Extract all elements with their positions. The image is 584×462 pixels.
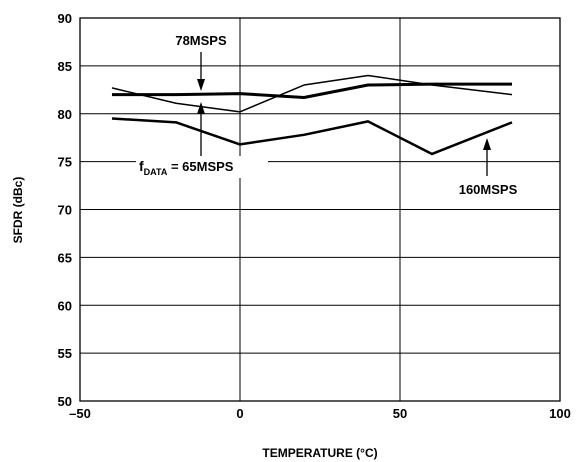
- arrow-down-icon: [197, 79, 205, 91]
- y-tick-label: 85: [58, 59, 72, 74]
- annotation-160msps: 160MSPS: [459, 138, 518, 197]
- y-tick-label: 80: [58, 107, 72, 122]
- arrow-up-icon: [197, 102, 205, 114]
- x-tick-label: 50: [393, 406, 407, 421]
- series-lines: [111, 74, 513, 156]
- y-tick-label: 70: [58, 203, 72, 218]
- series-line-65msps: [111, 74, 513, 113]
- y-tick-label: 65: [58, 250, 72, 265]
- plot-frame: [79, 17, 561, 402]
- annotation-65msps-value: = 65MSPS: [167, 159, 233, 174]
- y-axis-title: SFDR (dBc): [11, 177, 25, 244]
- annotation-65msps-f: f: [139, 158, 144, 174]
- annotation-65msps-label-bg: [136, 156, 268, 178]
- y-tick-labels: 50 55 60 65 70 75 80 85 90: [58, 11, 72, 409]
- y-tick-label: 60: [58, 298, 72, 313]
- annotation-65msps-label: fDATA = 65MSPS: [139, 158, 234, 177]
- annotation-160msps-label: 160MSPS: [459, 182, 518, 197]
- x-tick-label: 100: [549, 406, 571, 421]
- y-tick-label: 50: [58, 394, 72, 409]
- series-line-160msps: [111, 117, 513, 156]
- series-line-78msps: [112, 82, 512, 99]
- x-tick-labels: –50 0 50 100: [69, 406, 571, 421]
- arrow-up-icon: [483, 138, 491, 150]
- grid-lines: [80, 18, 560, 401]
- y-tick-label: 90: [58, 11, 72, 26]
- x-tick-label: 0: [236, 406, 243, 421]
- x-axis-title: TEMPERATURE (°C): [262, 446, 377, 460]
- y-tick-label: 55: [58, 346, 72, 361]
- y-tick-label: 75: [58, 155, 72, 170]
- annotation-78msps-label: 78MSPS: [175, 33, 227, 48]
- annotation-65msps: fDATA = 65MSPS: [136, 102, 268, 178]
- annotation-65msps-subscript: DATA: [144, 167, 168, 177]
- x-tick-label: –50: [69, 406, 91, 421]
- annotation-78msps: 78MSPS: [175, 33, 227, 91]
